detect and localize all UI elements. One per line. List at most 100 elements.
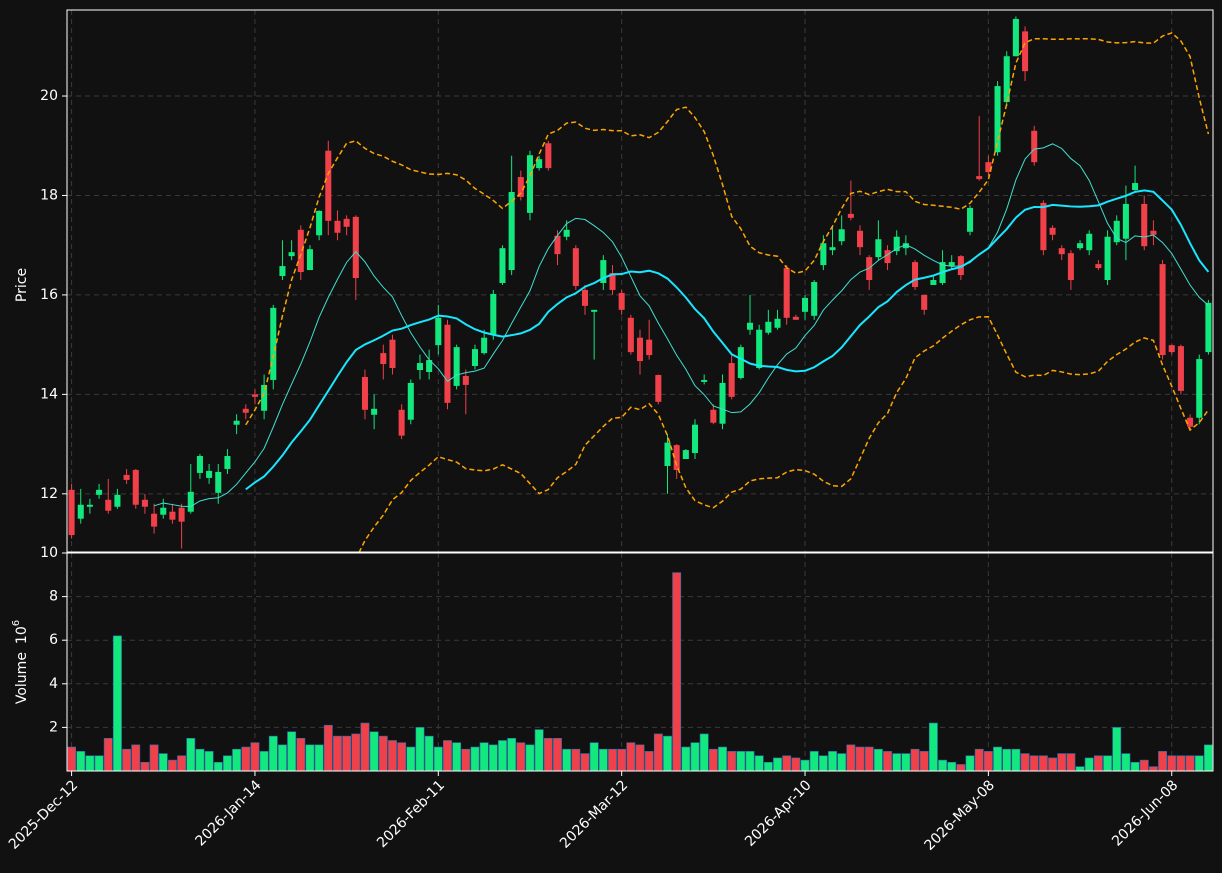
volume-bar	[369, 731, 379, 772]
candle-body	[627, 317, 634, 353]
volume-bar	[232, 748, 242, 772]
candle-body	[893, 236, 900, 252]
volume-axis-label: Volume 106	[11, 620, 30, 704]
volume-bar	[378, 735, 388, 772]
volume-bar	[892, 753, 902, 772]
volume-label-exponent: 6	[11, 620, 22, 626]
volume-bar	[663, 735, 672, 772]
volume-bar	[424, 735, 434, 772]
candle-body	[1150, 230, 1157, 235]
bollinger-lower	[358, 316, 1210, 552]
volume-bar	[516, 742, 526, 772]
volume-bar	[443, 740, 452, 772]
volume-label-name: Volume	[14, 652, 30, 704]
candle-body	[912, 262, 919, 287]
candle-body	[1177, 346, 1184, 391]
candle-body	[1077, 243, 1084, 249]
volume-bar	[452, 742, 462, 772]
volume-bar	[507, 737, 517, 772]
candle-body	[581, 289, 589, 306]
candle-body	[435, 317, 442, 346]
candle-body	[499, 248, 506, 283]
volume-bar	[791, 757, 801, 772]
volume-bar	[1057, 753, 1067, 772]
volume-bar	[782, 755, 792, 772]
candle-body	[251, 394, 258, 397]
candle-body	[884, 250, 891, 264]
volume-bar	[681, 746, 691, 772]
candle-body	[187, 491, 194, 512]
volume-bar	[388, 740, 397, 772]
volume-bar	[103, 737, 113, 772]
candle-body	[224, 456, 231, 469]
volume-bar	[947, 761, 957, 772]
candle-body	[1122, 203, 1129, 239]
volume-bar	[94, 755, 104, 772]
volume-bar	[745, 751, 755, 772]
candle-body	[801, 297, 809, 312]
candle-body	[1159, 264, 1166, 356]
candle-body	[297, 229, 304, 273]
candle-body	[96, 489, 103, 495]
volume-tick-label: 10	[40, 545, 58, 561]
volume-bar	[140, 761, 150, 772]
volume-bar	[351, 733, 361, 772]
candle-body	[820, 243, 827, 266]
candle-body	[976, 176, 983, 180]
volume-bar	[1185, 755, 1195, 772]
volume-bar	[479, 742, 489, 772]
candle-body	[756, 329, 763, 369]
volume-frame	[66, 552, 1214, 772]
candle-body	[306, 249, 313, 271]
volume-bar	[562, 748, 572, 772]
volume-bar	[250, 742, 260, 772]
volume-bar	[800, 759, 810, 772]
candle-body	[1205, 302, 1212, 353]
candle-body	[554, 235, 561, 255]
volume-bar	[278, 744, 287, 772]
volume-bar	[204, 751, 214, 772]
volume-bar	[397, 742, 407, 772]
candle-body	[151, 513, 158, 527]
candle-body	[1003, 56, 1010, 102]
candle-body	[334, 220, 341, 233]
candle-body	[902, 243, 909, 249]
bollinger-upper	[245, 32, 1210, 426]
candle-body	[737, 347, 744, 378]
volume-bar	[928, 722, 938, 772]
volume-bar	[112, 635, 122, 772]
candle-body	[847, 213, 854, 218]
volume-bar	[1203, 744, 1213, 772]
candle-body	[215, 471, 222, 493]
candle-body	[517, 177, 524, 197]
volume-bar	[1075, 766, 1085, 772]
volume-bar	[342, 735, 352, 772]
candle-body	[416, 363, 423, 371]
volume-bar	[965, 755, 975, 772]
candle-body	[967, 207, 974, 232]
volume-bar	[993, 746, 1002, 772]
candle-body	[618, 292, 625, 310]
candle-body	[141, 499, 148, 507]
candle-body	[68, 489, 75, 536]
volume-bar	[149, 744, 159, 772]
y-tick-label: 14	[40, 386, 58, 402]
candle-body	[389, 339, 396, 369]
volume-bar	[470, 746, 480, 772]
candle-body	[930, 280, 937, 285]
candle-body	[77, 504, 84, 519]
volume-bar	[644, 751, 654, 772]
price-frame	[66, 9, 1214, 553]
volume-bar	[837, 753, 847, 772]
volume-bar	[598, 748, 608, 772]
volume-bar	[974, 748, 984, 772]
candle-body	[1187, 417, 1194, 427]
candle-body	[233, 420, 240, 425]
volume-bar	[1093, 755, 1103, 772]
volume-bar	[1158, 751, 1168, 772]
candle-body	[746, 322, 754, 330]
candle-body	[86, 504, 93, 507]
volume-bar	[864, 746, 874, 772]
volume-bar	[736, 751, 746, 772]
